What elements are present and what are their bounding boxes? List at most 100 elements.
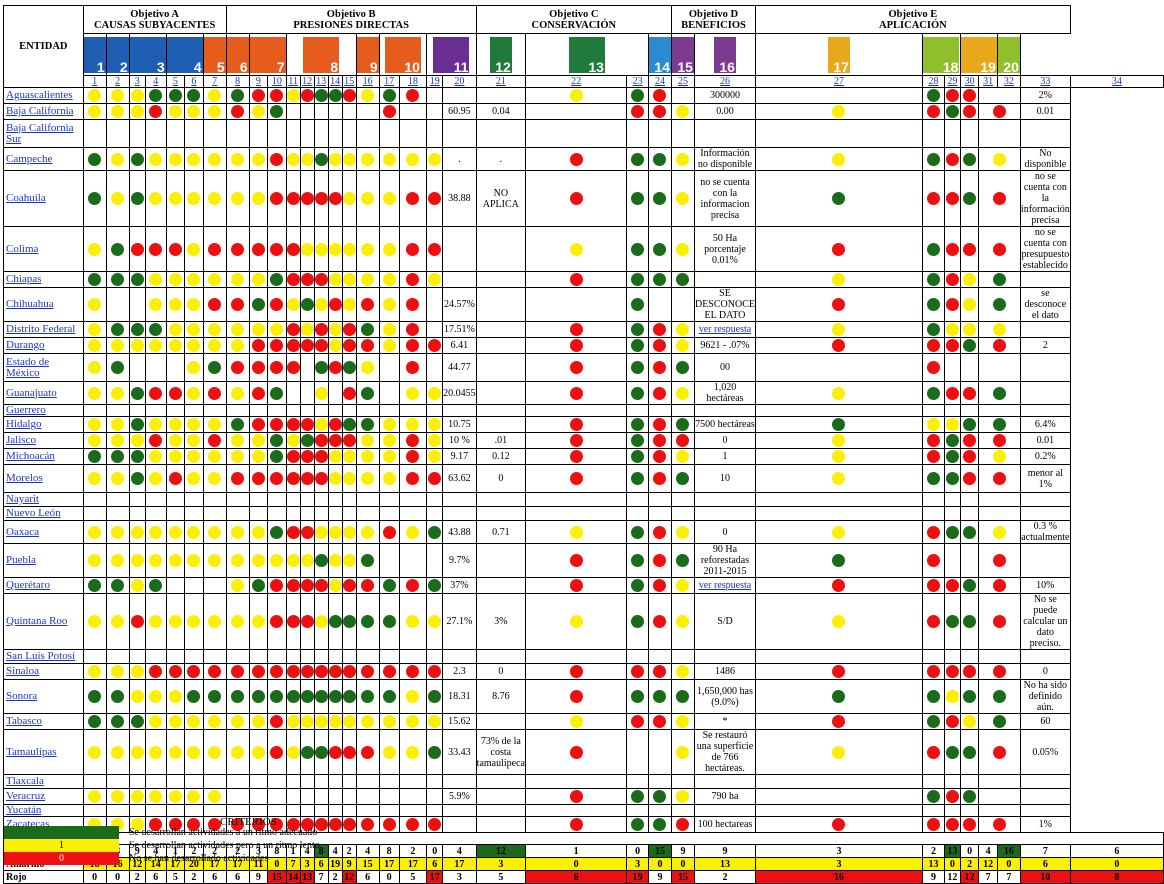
entity-cell[interactable]: Oaxaca (3, 520, 84, 544)
entity-link[interactable]: Baja California Sur (6, 121, 74, 145)
entity-cell[interactable]: Campeche (3, 147, 84, 171)
entity-link[interactable]: Puebla (6, 554, 36, 566)
value-text[interactable]: ver respuesta (698, 324, 752, 335)
column-link[interactable]: 10 (271, 76, 282, 87)
entity-link[interactable]: Hidalgo (6, 418, 42, 430)
column-number[interactable]: 25 (670, 75, 695, 88)
entity-link[interactable]: Yucatán (6, 804, 42, 816)
entity-link[interactable]: Estado de México (6, 355, 50, 379)
column-link[interactable]: 23 (632, 76, 643, 87)
entity-link[interactable]: Morelos (6, 472, 43, 484)
column-link[interactable]: 29 (947, 76, 958, 87)
entity-link[interactable]: Guerrero (6, 404, 46, 416)
entity-cell[interactable]: Distrito Federal (3, 321, 84, 338)
entity-link[interactable]: Tlaxcala (6, 775, 44, 787)
column-link[interactable]: 19 (429, 76, 440, 87)
column-number[interactable]: 20 (442, 75, 477, 88)
entity-link[interactable]: San Luis Potosí (6, 650, 76, 662)
entity-link[interactable]: Tabasco (6, 715, 42, 727)
column-number[interactable]: 14 (327, 75, 343, 88)
entity-cell[interactable]: Tamaulipas (3, 729, 84, 775)
entity-link[interactable]: Veracruz (6, 790, 46, 802)
column-link[interactable]: 12 (302, 76, 313, 87)
entity-cell[interactable]: Querétaro (3, 577, 84, 594)
entity-cell[interactable]: Jalisco (3, 432, 84, 449)
entity-cell[interactable]: Estado de México (3, 353, 84, 382)
column-number[interactable]: 34 (1069, 75, 1164, 88)
column-link[interactable]: 8 (235, 76, 241, 87)
column-number[interactable]: 9 (248, 75, 269, 88)
column-link[interactable]: 33 (1040, 76, 1051, 87)
entity-cell[interactable]: Coahuila (3, 170, 84, 227)
entity-cell[interactable]: Baja California Sur (3, 119, 84, 148)
entity-link[interactable]: Sinaloa (6, 665, 39, 677)
column-number[interactable]: 1 (82, 75, 107, 88)
column-number[interactable]: 7 (202, 75, 227, 88)
column-link[interactable]: 4 (153, 76, 159, 87)
column-link[interactable]: 26 (719, 76, 730, 87)
entity-link[interactable]: Michoacán (6, 450, 55, 462)
column-link[interactable]: 13 (316, 76, 327, 87)
entity-link[interactable]: Tamaulipas (6, 745, 57, 758)
entity-cell[interactable]: Michoacán (3, 448, 84, 465)
entity-link[interactable]: Nuevo León (6, 507, 61, 519)
column-link[interactable]: 24 (654, 76, 665, 87)
entity-cell[interactable]: Quintana Roo (3, 593, 84, 650)
entity-cell[interactable]: Hidalgo (3, 416, 84, 433)
column-number[interactable]: 12 (299, 75, 315, 88)
entity-link[interactable]: Colima (6, 242, 39, 255)
entity-link[interactable]: Baja California (6, 105, 74, 117)
column-number[interactable]: 4 (144, 75, 167, 88)
column-link[interactable]: 28 (928, 76, 939, 87)
column-link[interactable]: 5 (172, 76, 178, 87)
column-number[interactable]: 22 (524, 75, 628, 88)
entity-cell[interactable]: Chiapas (3, 271, 84, 288)
entity-cell[interactable]: Veracruz (3, 788, 84, 805)
entity-cell[interactable]: Baja California (3, 103, 84, 120)
column-number[interactable]: 24 (647, 75, 672, 88)
entity-cell[interactable]: Yucatán (3, 804, 84, 817)
column-number[interactable]: 5 (165, 75, 186, 88)
column-number[interactable]: 13 (313, 75, 329, 88)
entity-link[interactable]: Nayarit (6, 493, 39, 505)
entity-cell[interactable]: Guanajuato (3, 381, 84, 405)
column-number[interactable]: 8 (225, 75, 250, 88)
column-link[interactable]: 21 (495, 76, 506, 87)
entity-link[interactable]: Jalisco (6, 434, 36, 446)
entity-link[interactable]: Durango (6, 339, 45, 351)
entity-cell[interactable]: Aguascalientes (3, 87, 84, 104)
column-number[interactable]: 32 (996, 75, 1021, 88)
entity-cell[interactable]: Tabasco (3, 713, 84, 730)
column-number[interactable]: 31 (978, 75, 998, 88)
column-link[interactable]: 30 (964, 76, 975, 87)
entity-link[interactable]: Sonora (6, 690, 38, 702)
column-number[interactable]: 10 (267, 75, 287, 88)
entity-cell[interactable]: Sonora (3, 679, 84, 714)
column-link[interactable]: 14 (330, 76, 341, 87)
column-number[interactable]: 19 (426, 75, 444, 88)
column-number[interactable]: 23 (626, 75, 649, 88)
column-number[interactable]: 15 (341, 75, 357, 88)
column-link[interactable]: 32 (1003, 76, 1014, 87)
column-number[interactable]: 21 (475, 75, 526, 88)
column-link[interactable]: 27 (833, 76, 844, 87)
column-link[interactable]: 18 (407, 76, 418, 87)
column-link[interactable]: 6 (191, 76, 197, 87)
column-link[interactable]: 31 (983, 76, 994, 87)
column-link[interactable]: 17 (384, 76, 395, 87)
column-link[interactable]: 15 (344, 76, 355, 87)
entity-link[interactable]: Coahuila (6, 192, 46, 204)
entity-link[interactable]: Aguascalientes (6, 89, 73, 101)
column-number[interactable]: 30 (959, 75, 980, 88)
entity-cell[interactable]: Nayarit (3, 492, 84, 507)
entity-cell[interactable]: Sinaloa (3, 663, 84, 680)
column-link[interactable]: 2 (115, 76, 121, 87)
column-number[interactable]: 17 (378, 75, 400, 88)
entity-cell[interactable]: Tlaxcala (3, 774, 84, 789)
column-link[interactable]: 25 (677, 76, 688, 87)
entity-link[interactable]: Chiapas (6, 273, 42, 285)
column-link[interactable]: 7 (212, 76, 218, 87)
entity-link[interactable]: Zacatecas (6, 818, 50, 830)
column-number[interactable]: 6 (184, 75, 204, 88)
entity-cell[interactable]: Morelos (3, 464, 84, 493)
